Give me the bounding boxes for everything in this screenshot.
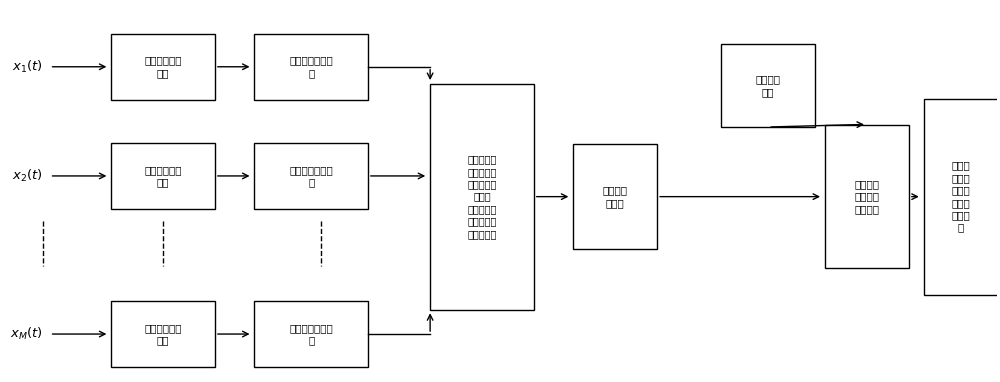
Text: 计算信号瞬时功
率: 计算信号瞬时功 率 (289, 165, 333, 187)
Text: 下变频、时域
采样: 下变频、时域 采样 (144, 55, 182, 78)
Text: 计算判决
门限: 计算判决 门限 (756, 74, 781, 97)
Bar (111, 301, 215, 367)
Text: 比较检验
统计量和
判决门限: 比较检验 统计量和 判决门限 (854, 179, 879, 214)
Text: $x_M(t)$: $x_M(t)$ (10, 326, 43, 342)
Bar (111, 143, 215, 209)
Bar (573, 144, 657, 249)
Text: 计算信号瞬时功
率: 计算信号瞬时功 率 (289, 323, 333, 345)
Bar (254, 34, 368, 100)
Bar (825, 125, 909, 268)
Bar (924, 99, 998, 295)
Text: 下变频、时域
采样: 下变频、时域 采样 (144, 165, 182, 187)
Text: 下变频、时域
采样: 下变频、时域 采样 (144, 323, 182, 345)
Bar (430, 84, 534, 309)
Text: $x_1(t)$: $x_1(t)$ (12, 59, 43, 75)
Bar (254, 301, 368, 367)
Bar (721, 44, 815, 127)
Text: 比较瞬时功
率之差并从
小到大重新
赋值；
比较瞬时功
率并从小到
大重新赋值: 比较瞬时功 率之差并从 小到大重新 赋值； 比较瞬时功 率并从小到 大重新赋值 (467, 154, 497, 239)
Text: 计算信号瞬时功
率: 计算信号瞬时功 率 (289, 55, 333, 78)
Text: 计算检验
统计量: 计算检验 统计量 (603, 185, 628, 208)
Bar (254, 143, 368, 209)
Bar (111, 34, 215, 100)
Text: $x_2(t)$: $x_2(t)$ (12, 168, 43, 184)
Text: 确定其
它无线
通信业
务是否
占用频
段: 确定其 它无线 通信业 务是否 占用频 段 (951, 161, 970, 233)
